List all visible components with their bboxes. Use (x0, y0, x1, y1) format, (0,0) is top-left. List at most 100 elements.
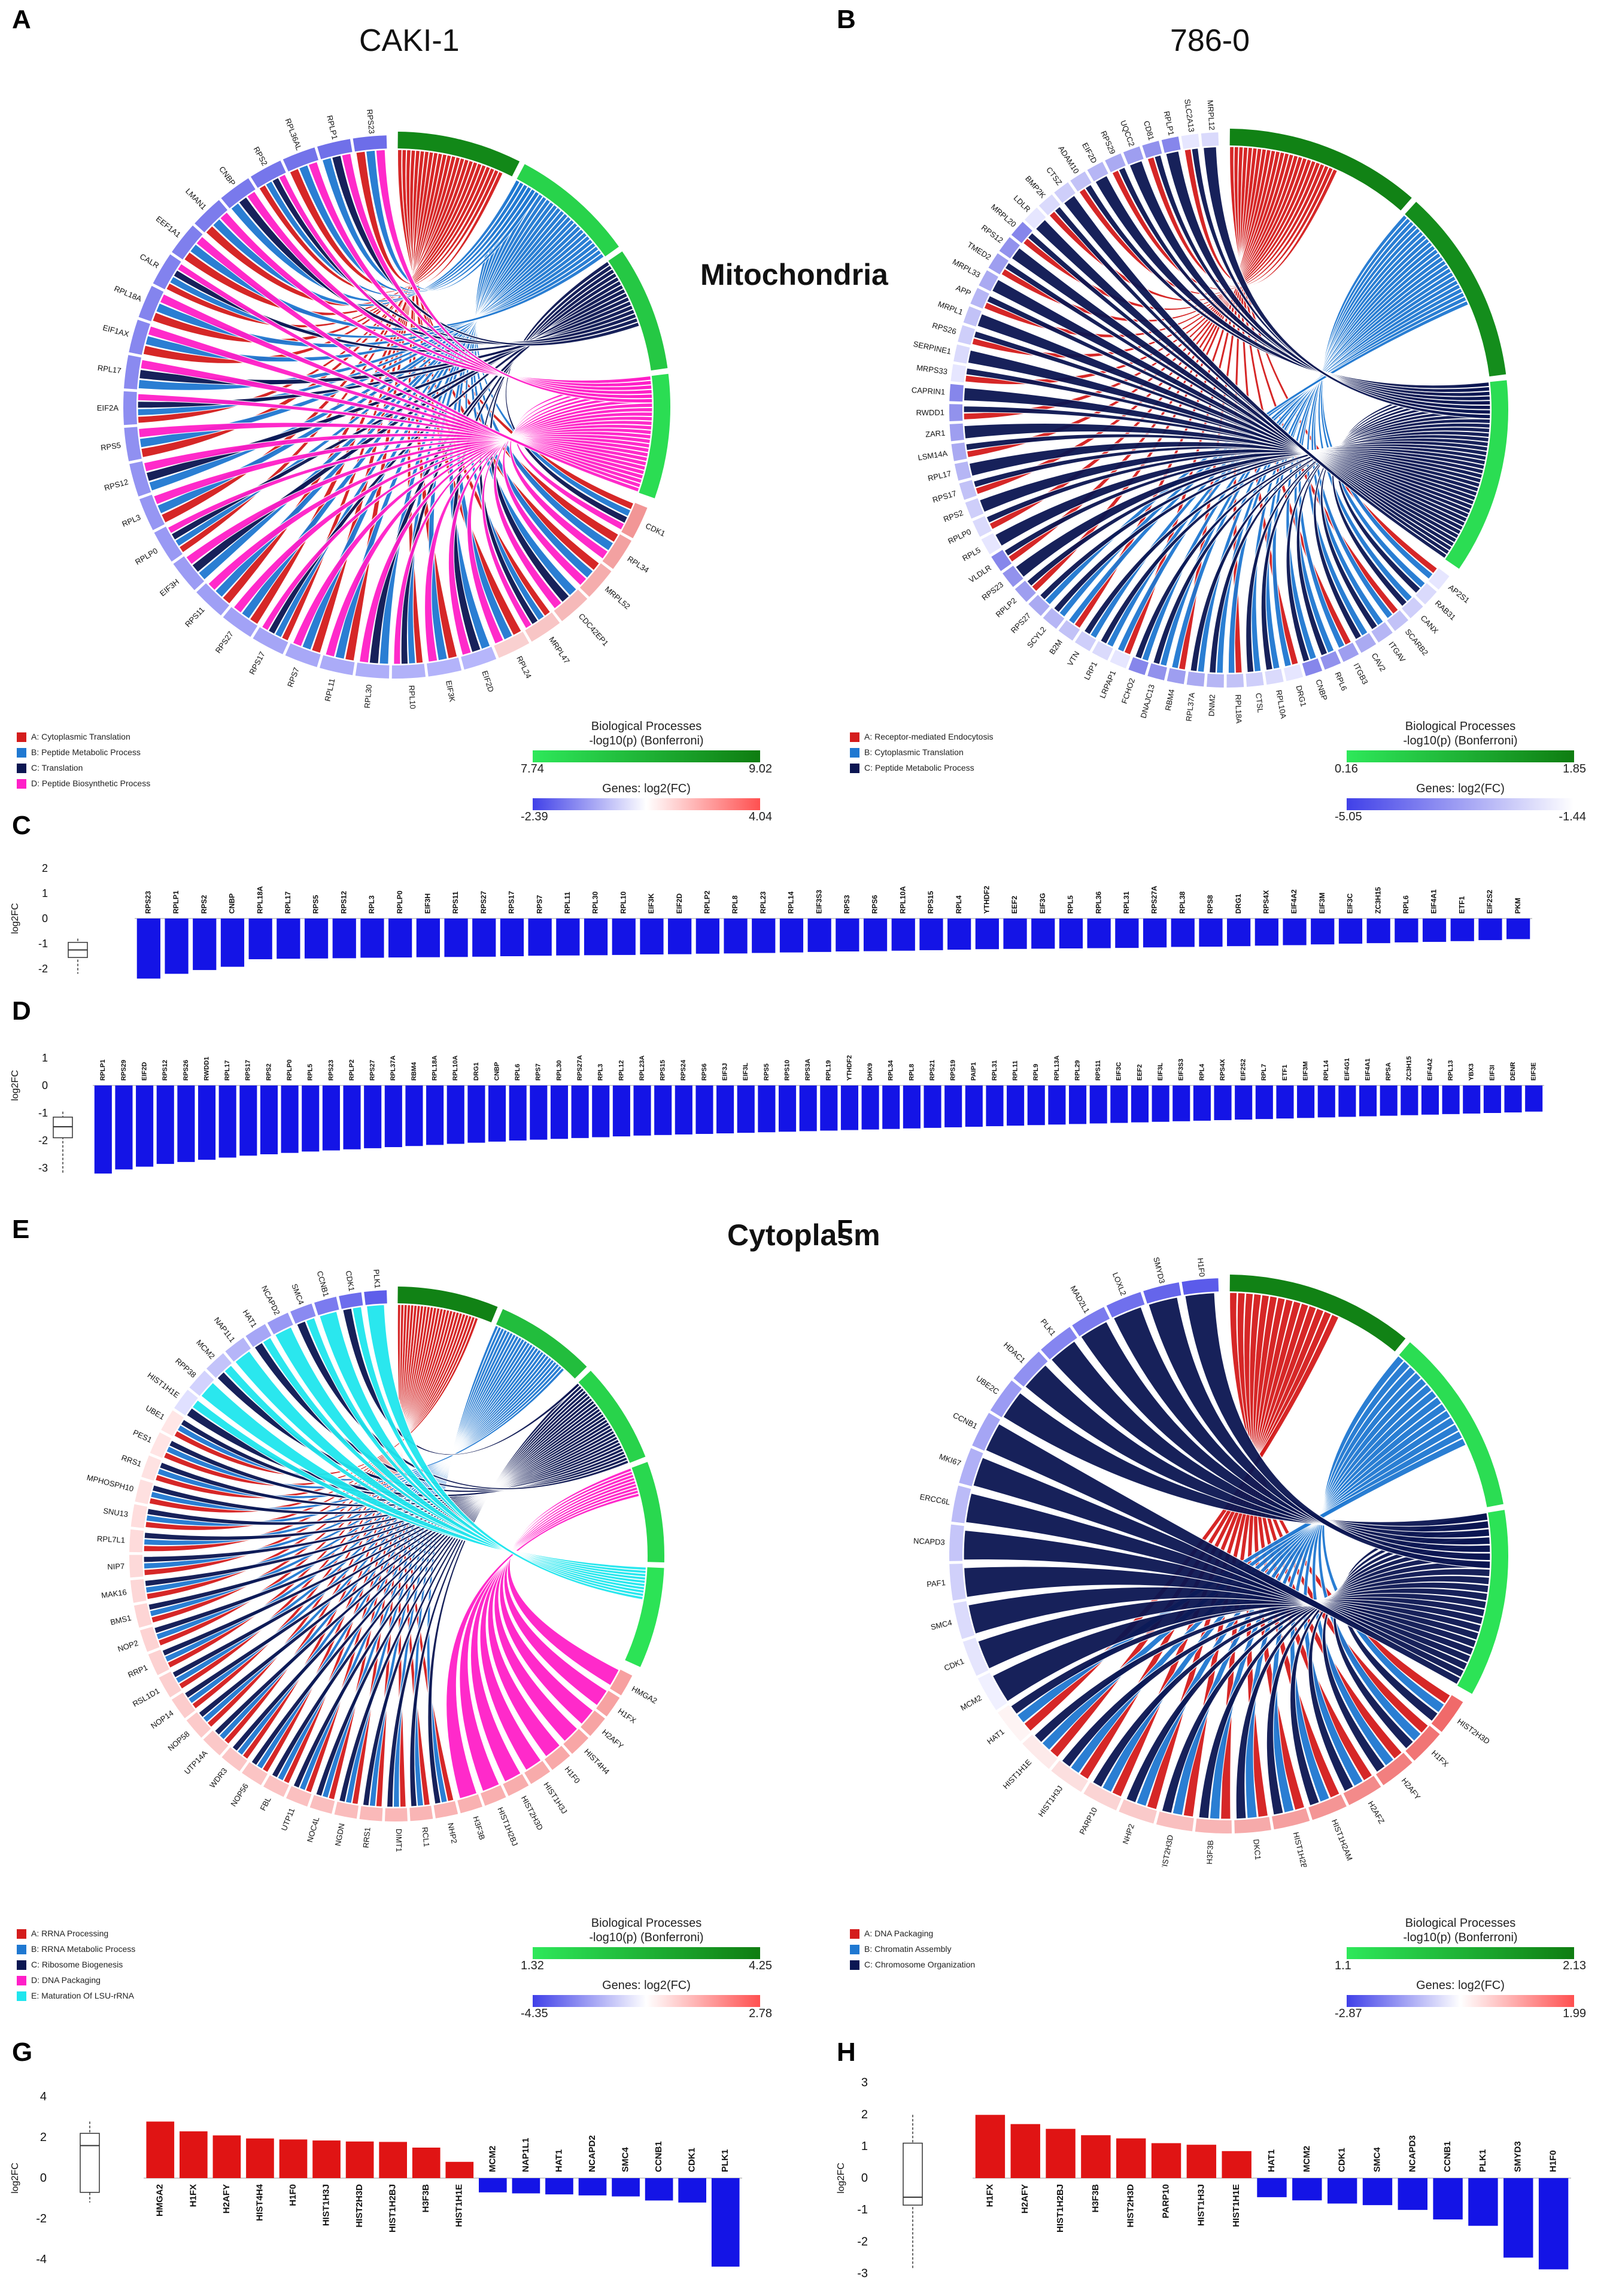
gene-label: RPLP2 (994, 596, 1019, 619)
bar (711, 2178, 740, 2267)
bar (177, 1085, 195, 1162)
bar (1007, 1085, 1025, 1126)
bar (1257, 2178, 1287, 2197)
legend-label: E: Maturation Of LSU-rRNA (31, 1991, 134, 2000)
gene-segment (977, 1672, 1007, 1711)
chord-ribbon (1092, 1588, 1489, 1788)
gene-segment (1161, 136, 1181, 153)
gene-segment (1083, 1782, 1122, 1811)
legend-a: A: Cytoplasmic Translation B: Peptide Me… (17, 729, 150, 791)
category-label: RPL13A (1053, 1056, 1061, 1081)
gene-segment (949, 404, 963, 421)
category-label: RPS11 (1095, 1060, 1102, 1081)
gene-label: HIST4H4 (582, 1747, 611, 1776)
bar (919, 919, 943, 950)
chord-ribbon (1027, 232, 1455, 548)
category-label: MCM2 (1302, 2146, 1312, 2172)
chord-ribbon (262, 1337, 646, 1584)
gene-label: HAT1 (985, 1727, 1006, 1746)
bar (1398, 2178, 1427, 2210)
gene-segment (1283, 664, 1304, 682)
gene-segment (1181, 133, 1200, 150)
gene-label: HIST1H2BJ (1292, 1831, 1310, 1867)
chord-ribbon (1320, 217, 1426, 589)
gene-label: CD81 (1142, 120, 1156, 141)
category-label: RPS7 (535, 1063, 542, 1081)
chord-ribbon (1228, 256, 1444, 674)
gene-segment (359, 1806, 383, 1821)
process-segment-label: C (1504, 478, 1514, 485)
category-label: EIF4A2 (1290, 889, 1298, 914)
chord-ribbon (144, 1433, 617, 1541)
bar (1338, 1085, 1356, 1117)
chord-ribbon (499, 1474, 634, 1725)
chord-ribbon (233, 431, 652, 614)
bar (1450, 919, 1474, 941)
bar (863, 919, 888, 951)
chord-ribbon (356, 151, 503, 285)
category-label: EIF3M (1302, 1062, 1310, 1081)
gene-segment (1226, 674, 1244, 688)
gene-label: RPP38 (174, 1357, 198, 1380)
chord-ribbon (246, 190, 652, 387)
bar (820, 1085, 838, 1131)
legend-item: E: Maturation Of LSU-rRNA (17, 1988, 135, 2003)
genes-max: -1.44 (1559, 810, 1586, 823)
gene-segment (1038, 194, 1061, 215)
gene-segment (130, 1579, 147, 1603)
gene-label: UTP14A (183, 1748, 209, 1776)
category-label: EIF3L (742, 1063, 749, 1081)
bar (94, 1085, 112, 1174)
boxplot-box (53, 1117, 73, 1139)
chord-ribbon (171, 292, 628, 541)
gene-segment (283, 147, 318, 172)
chord-ribbon (1039, 443, 1488, 601)
gene-label: RPL34 (625, 554, 650, 574)
bar (479, 2178, 507, 2192)
bar (115, 1085, 133, 1170)
gene-segment (384, 1808, 408, 1821)
category-label: HIST1H3J (1196, 2184, 1206, 2226)
category-label: PLK1 (1478, 2149, 1488, 2172)
gene-segment (353, 135, 387, 152)
category-label: YTHDF2 (846, 1055, 853, 1081)
chord-ribbon (325, 420, 652, 658)
chord-ribbon (1011, 247, 1457, 543)
gene-label: RPS23 (365, 109, 376, 134)
bp-min: 7.74 (521, 762, 544, 776)
gene-label: H1F0 (1196, 1257, 1207, 1277)
category-label: RPLP1 (99, 1060, 107, 1081)
chord-ribbon (973, 330, 1468, 523)
gene-segment (1074, 631, 1096, 652)
gene-label: MRPS33 (916, 363, 948, 376)
category-label: EIF3S3 (1178, 1059, 1185, 1081)
gene-label: CANX (1419, 613, 1441, 635)
gene-segment (970, 288, 989, 309)
gene-label: HAT1 (241, 1308, 259, 1329)
category-label: RPL30 (555, 1060, 563, 1081)
panel-label-h: H (837, 2037, 856, 2067)
chord-ribbon (386, 1387, 585, 1808)
bar (612, 2178, 640, 2197)
category-label: DRG1 (1234, 893, 1243, 914)
gene-segment (206, 1353, 232, 1378)
bar (1359, 1085, 1377, 1117)
chord-ribbon (503, 1471, 633, 1706)
gene-segment (135, 1479, 153, 1504)
chord-ribbon (214, 1407, 602, 1736)
category-label: RPL7 (1260, 1064, 1268, 1081)
bar (260, 1085, 278, 1154)
chord-ribbon (1004, 449, 1485, 557)
gene-segment (1343, 1775, 1381, 1805)
bar (944, 1085, 962, 1127)
gene-segment (1234, 1817, 1271, 1833)
category-label: RPS23 (327, 1060, 335, 1081)
category-label: RPL3 (597, 1064, 605, 1081)
chord-ribbon (1049, 162, 1321, 302)
category-label: RPL12 (618, 1060, 625, 1081)
category-label: HAT1 (1266, 2149, 1277, 2172)
process-segment (496, 1309, 587, 1379)
bar (1222, 2151, 1252, 2178)
chord-ribbon (973, 1457, 1465, 1678)
gene-label: UQCC2 (1119, 119, 1137, 148)
